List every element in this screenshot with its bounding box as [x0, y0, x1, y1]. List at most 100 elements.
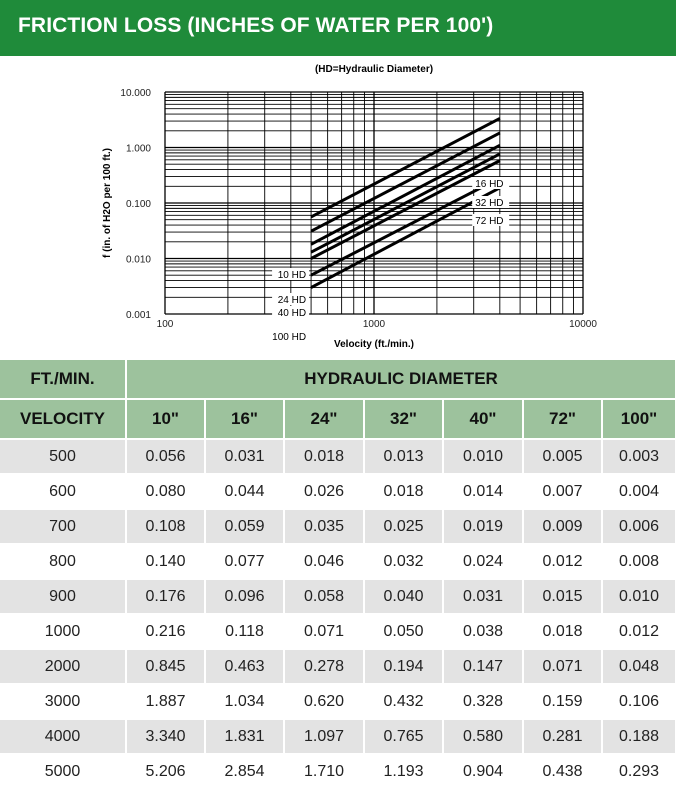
table-row: 5000 5.206 2.854 1.710 1.193 0.904 0.438 0.293 — [0, 754, 676, 790]
friction-value-cell: 0.009 — [523, 509, 603, 545]
friction-value-cell: 1.034 — [205, 684, 285, 720]
series-line — [310, 131, 501, 233]
chart-title: (HD=Hydraulic Diameter) — [315, 64, 433, 75]
velocity-cell: 1000 — [0, 614, 127, 650]
friction-value-cell: 0.010 — [443, 439, 524, 475]
series-label-bg — [472, 214, 510, 226]
table-body: 500 0.056 0.031 0.018 0.013 0.010 0.005 0.003 60… — [0, 439, 676, 790]
friction-value-cell: 0.012 — [523, 544, 603, 580]
series-label-bg — [265, 330, 310, 342]
y-tick-label: 0.010 — [126, 255, 151, 266]
velocity-cell: 600 — [0, 474, 127, 510]
series-line — [310, 152, 501, 254]
friction-value-cell: 0.904 — [443, 754, 524, 790]
friction-value-cell: 0.010 — [602, 579, 676, 615]
series-label: 24 HD — [278, 295, 306, 306]
friction-value-cell: 0.003 — [602, 439, 676, 475]
series-line — [310, 143, 501, 246]
friction-value-cell: 0.058 — [284, 579, 365, 615]
friction-value-cell: 0.004 — [602, 474, 676, 510]
series-label: 72 HD — [475, 216, 503, 227]
table-header-row-1: FT./MIN. HYDRAULIC DIAMETER — [0, 360, 676, 400]
friction-value-cell: 0.188 — [602, 719, 676, 755]
y-tick-label: 0.001 — [126, 310, 151, 321]
friction-value-cell: 0.031 — [205, 439, 285, 475]
friction-value-cell: 0.026 — [284, 474, 365, 510]
series-label: 10 HD — [278, 270, 306, 281]
header-diameter: 16" — [205, 399, 285, 440]
friction-value-cell: 0.050 — [364, 614, 444, 650]
x-tick-label: 1000 — [363, 319, 386, 330]
friction-value-cell: 0.194 — [364, 649, 444, 685]
friction-value-cell: 0.007 — [523, 474, 603, 510]
friction-value-cell: 0.096 — [205, 579, 285, 615]
friction-value-cell: 0.032 — [364, 544, 444, 580]
table-row: 2000 0.845 0.463 0.278 0.194 0.147 0.071 0.048 — [0, 649, 676, 685]
header-velocity: VELOCITY — [0, 399, 127, 440]
x-axis-label: Velocity (ft./min.) — [334, 339, 414, 350]
friction-loss-table: FT./MIN. HYDRAULIC DIAMETER VELOCITY 10"… — [0, 360, 676, 790]
friction-value-cell: 0.216 — [126, 614, 206, 650]
header-ft-min: FT./MIN. — [0, 360, 127, 400]
y-tick-label: 10.000 — [120, 88, 151, 99]
table-row: 900 0.176 0.096 0.058 0.040 0.031 0.015 0.010 — [0, 579, 676, 615]
friction-value-cell: 0.463 — [205, 649, 285, 685]
table-row: 500 0.056 0.031 0.018 0.013 0.010 0.005 0.003 — [0, 439, 676, 475]
friction-value-cell: 0.159 — [523, 684, 603, 720]
friction-value-cell: 0.077 — [205, 544, 285, 580]
friction-value-cell: 0.013 — [364, 439, 444, 475]
header-hydraulic-diameter: HYDRAULIC DIAMETER — [126, 360, 676, 400]
friction-value-cell: 0.281 — [523, 719, 603, 755]
table-row: 600 0.080 0.044 0.026 0.018 0.014 0.007 0.004 — [0, 474, 676, 510]
table-row: 700 0.108 0.059 0.035 0.025 0.019 0.009 0.006 — [0, 509, 676, 545]
table-header-row-2: VELOCITY 10" 16" 24" 32" 40" 72" 100" — [0, 399, 676, 440]
series-line — [310, 117, 501, 219]
friction-value-cell: 0.048 — [602, 649, 676, 685]
friction-loss-chart: 10 HD 24 HD 40 HD 100 HD 16 HD 32 HD 72 HD 10.0… — [0, 58, 676, 358]
x-tick-label: 10000 — [569, 319, 597, 330]
friction-value-cell: 3.340 — [126, 719, 206, 755]
series-label: 16 HD — [475, 179, 503, 190]
friction-value-cell: 1.097 — [284, 719, 365, 755]
friction-loss-table-wrap: FT./MIN. HYDRAULIC DIAMETER VELOCITY 10"… — [0, 360, 676, 790]
friction-value-cell: 0.328 — [443, 684, 524, 720]
friction-value-cell: 2.854 — [205, 754, 285, 790]
friction-value-cell: 0.056 — [126, 439, 206, 475]
header-diameter: 100" — [602, 399, 676, 440]
velocity-cell: 5000 — [0, 754, 127, 790]
friction-value-cell: 0.580 — [443, 719, 524, 755]
friction-value-cell: 1.831 — [205, 719, 285, 755]
friction-value-cell: 1.193 — [364, 754, 444, 790]
friction-value-cell: 1.887 — [126, 684, 206, 720]
series-label-bg — [272, 306, 310, 318]
x-tick-label: 100 — [157, 319, 174, 330]
friction-value-cell: 0.620 — [284, 684, 365, 720]
velocity-cell: 700 — [0, 509, 127, 545]
friction-value-cell: 0.071 — [523, 649, 603, 685]
y-tick-label: 0.100 — [126, 199, 151, 210]
series-label: 32 HD — [475, 198, 503, 209]
friction-value-cell: 0.018 — [523, 614, 603, 650]
velocity-cell: 500 — [0, 439, 127, 475]
title-bar: FRICTION LOSS (INCHES OF WATER PER 100') — [0, 0, 676, 56]
friction-value-cell: 0.018 — [364, 474, 444, 510]
header-diameter: 32" — [364, 399, 444, 440]
friction-value-cell: 0.040 — [364, 579, 444, 615]
table-row: 1000 0.216 0.118 0.071 0.050 0.038 0.018 0.012 — [0, 614, 676, 650]
friction-value-cell: 0.019 — [443, 509, 524, 545]
series-label-bg — [272, 268, 310, 280]
friction-value-cell: 0.025 — [364, 509, 444, 545]
friction-value-cell: 0.147 — [443, 649, 524, 685]
y-axis-label: f (in. of H2O per 100 ft.) — [102, 148, 113, 258]
friction-value-cell: 0.432 — [364, 684, 444, 720]
header-diameter: 72" — [523, 399, 603, 440]
series-line — [310, 176, 501, 277]
friction-value-cell: 0.176 — [126, 579, 206, 615]
velocity-cell: 3000 — [0, 684, 127, 720]
header-diameter: 40" — [443, 399, 524, 440]
friction-value-cell: 0.006 — [602, 509, 676, 545]
friction-value-cell: 0.015 — [523, 579, 603, 615]
series-line — [310, 186, 501, 289]
table-row: 800 0.140 0.077 0.046 0.032 0.024 0.012 0.008 — [0, 544, 676, 580]
friction-value-cell: 0.140 — [126, 544, 206, 580]
